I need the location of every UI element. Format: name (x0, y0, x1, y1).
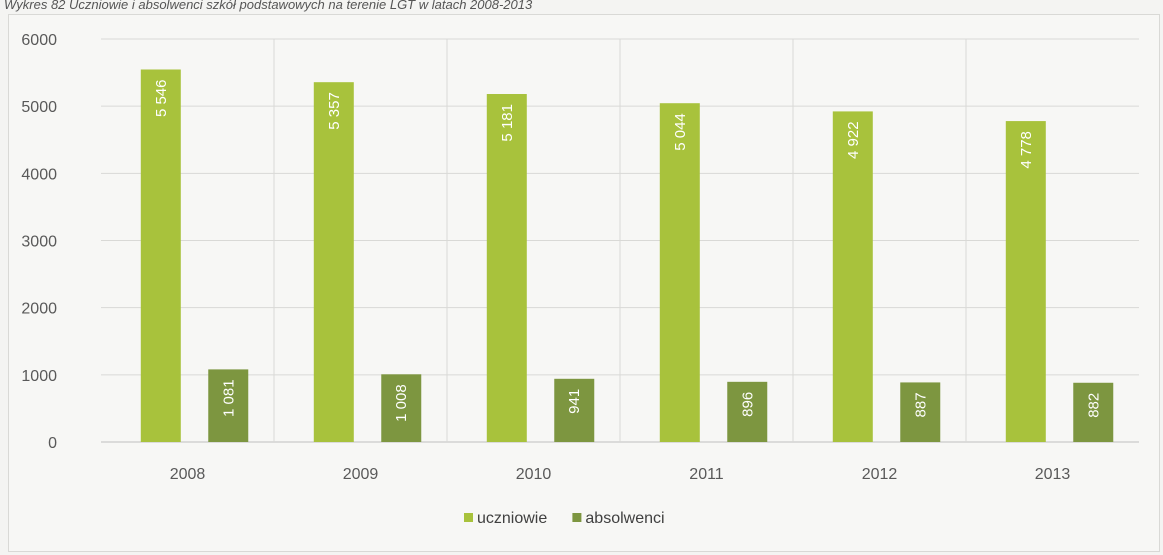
data-label: 1 008 (393, 384, 410, 422)
bar-uczniowie (659, 103, 700, 442)
y-tick-label: 4000 (21, 166, 57, 183)
bar-uczniowie (140, 69, 181, 443)
x-tick-label: 2013 (1035, 466, 1071, 483)
bar-chart: 0 1000 2000 3000 4000 5000 6000 5 546 1 081 2008 5… (21, 32, 1139, 527)
bar-uczniowie (832, 111, 873, 442)
legend-label: uczniowie (477, 510, 547, 527)
data-label: 4 922 (845, 121, 862, 159)
x-tick-label: 2010 (516, 466, 552, 483)
page-title: Wykres 82 Uczniowie i absolwenci szkół p… (4, 0, 533, 12)
data-label: 5 546 (153, 79, 170, 117)
y-tick-label: 5000 (21, 99, 57, 116)
bar-absolwenci (727, 381, 768, 442)
x-tick-label: 2012 (862, 466, 898, 483)
data-label: 4 778 (1018, 131, 1035, 169)
x-tick-label: 2009 (343, 466, 379, 483)
chart-area: 0 1000 2000 3000 4000 5000 6000 5 546 1 081 2008 5… (8, 14, 1160, 552)
data-label: 5 357 (326, 92, 343, 130)
y-tick-label: 3000 (21, 234, 57, 251)
bar-absolwenci (208, 369, 249, 442)
bar-uczniowie (486, 94, 527, 443)
y-tick-label: 1000 (21, 368, 57, 385)
data-label: 5 044 (672, 113, 689, 151)
legend-label: absolwenci (585, 510, 664, 527)
y-tick-label: 0 (48, 435, 57, 452)
x-tick-label: 2011 (689, 466, 724, 483)
data-label: 896 (739, 392, 756, 417)
bar-absolwenci (554, 378, 595, 442)
data-label: 887 (912, 392, 929, 417)
bar-uczniowie (313, 82, 354, 442)
y-tick-label: 6000 (21, 32, 57, 49)
bar-absolwenci (381, 374, 422, 442)
data-label: 5 181 (499, 104, 516, 142)
bar-uczniowie (1005, 121, 1046, 442)
data-label: 1 081 (220, 379, 237, 417)
legend-swatch (464, 513, 473, 522)
data-label: 882 (1085, 393, 1102, 418)
bar-absolwenci (1073, 382, 1114, 442)
data-label: 941 (566, 389, 583, 414)
x-tick-label: 2008 (170, 466, 206, 483)
y-tick-label: 2000 (21, 301, 57, 318)
bar-absolwenci (900, 382, 941, 442)
legend-swatch (572, 513, 582, 522)
